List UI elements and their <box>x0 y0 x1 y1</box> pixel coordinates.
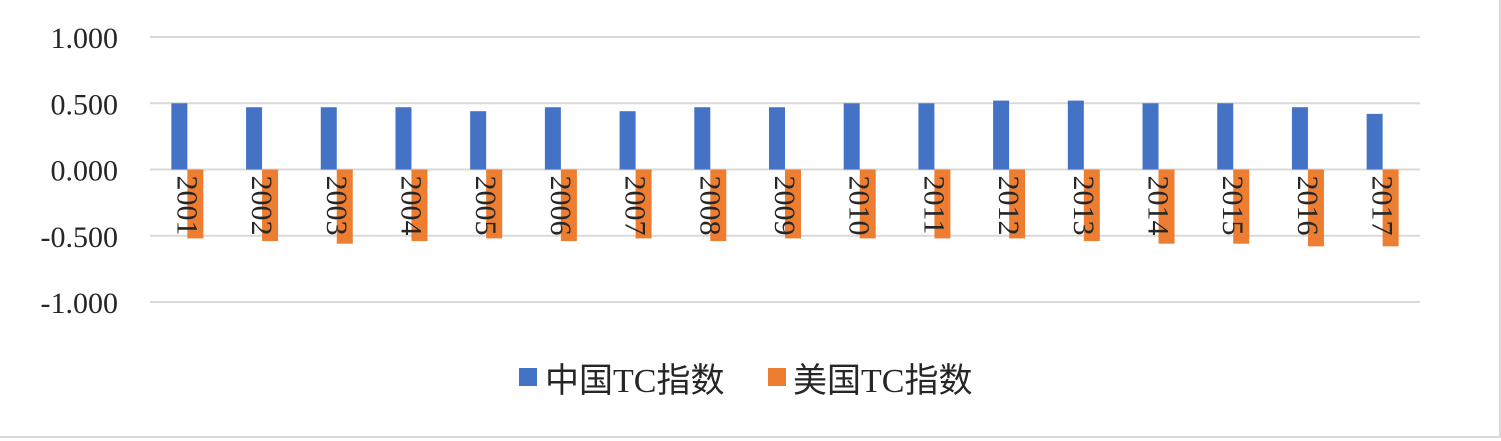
x-tick-label: 2008 <box>693 176 726 236</box>
x-tick-label: 2016 <box>1291 176 1324 236</box>
bar-china <box>619 111 636 170</box>
bar-usa <box>336 169 353 244</box>
bars <box>171 100 1399 247</box>
x-tick-label: 2003 <box>320 176 353 236</box>
bar-china <box>470 111 487 170</box>
bar-usa <box>1009 169 1026 239</box>
x-tick-label: 2009 <box>768 176 801 236</box>
y-tick-label: 0.500 <box>51 88 119 121</box>
y-axis-ticks: 1.000 0.500 0.000 -0.500 -1.000 <box>41 22 119 320</box>
bar-china <box>1217 103 1234 170</box>
bar-usa <box>1382 169 1399 247</box>
bar-usa <box>187 169 204 239</box>
bar-china <box>1366 113 1383 170</box>
bar-usa <box>635 169 652 239</box>
x-tick-label: 2004 <box>394 176 427 236</box>
bar-usa <box>859 169 876 239</box>
bar-china <box>694 107 711 170</box>
bar-usa <box>1083 169 1100 242</box>
legend-label-china: 中国TC指数 <box>545 362 724 400</box>
bar-china <box>1291 107 1308 170</box>
legend-label-usa: 美国TC指数 <box>793 362 972 400</box>
bar-usa <box>934 169 951 239</box>
x-tick-label: 2001 <box>170 176 203 236</box>
bar-china <box>1142 103 1159 170</box>
bar-usa <box>785 169 801 239</box>
y-tick-label: -1.000 <box>41 287 119 320</box>
bar-china <box>769 107 785 170</box>
y-tick-label: -0.500 <box>41 221 119 254</box>
x-tick-label: 2015 <box>1216 176 1249 236</box>
legend-swatch-usa <box>768 368 786 386</box>
x-tick-label: 2010 <box>843 176 876 236</box>
bar-usa <box>1233 169 1250 244</box>
x-tick-label: 2007 <box>619 176 652 236</box>
bar-china <box>918 103 935 170</box>
bar-china <box>993 100 1010 170</box>
bar-china <box>171 103 188 170</box>
y-tick-label: 1.000 <box>51 22 119 55</box>
bar-usa <box>1158 169 1175 244</box>
bar-china <box>395 107 412 170</box>
x-tick-label: 2006 <box>544 176 577 236</box>
bar-usa <box>411 169 428 242</box>
bar-usa <box>1307 169 1324 247</box>
x-tick-label: 2013 <box>1067 176 1100 236</box>
bar-china <box>320 107 337 170</box>
bar-china <box>1067 100 1084 170</box>
x-axis-ticks: 2001 2002 2003 2004 2005 2006 2007 2008 2009 2010… <box>170 176 1398 236</box>
bar-usa <box>710 169 727 242</box>
bar-usa <box>262 169 279 242</box>
x-tick-label: 2011 <box>917 176 950 235</box>
y-tick-label: 0.000 <box>51 155 119 188</box>
x-tick-label: 2014 <box>1142 176 1175 236</box>
bar-china <box>246 107 263 170</box>
x-tick-label: 2002 <box>245 176 278 236</box>
legend-swatch-china <box>519 368 537 386</box>
x-tick-label: 2012 <box>992 176 1025 236</box>
x-tick-label: 2005 <box>469 176 502 236</box>
bar-usa <box>486 169 503 239</box>
bar-china <box>544 107 561 170</box>
legend: 中国TC指数 美国TC指数 <box>519 362 972 400</box>
bar-china <box>843 103 860 170</box>
bar-usa <box>560 169 577 242</box>
x-tick-label: 2017 <box>1366 176 1399 236</box>
